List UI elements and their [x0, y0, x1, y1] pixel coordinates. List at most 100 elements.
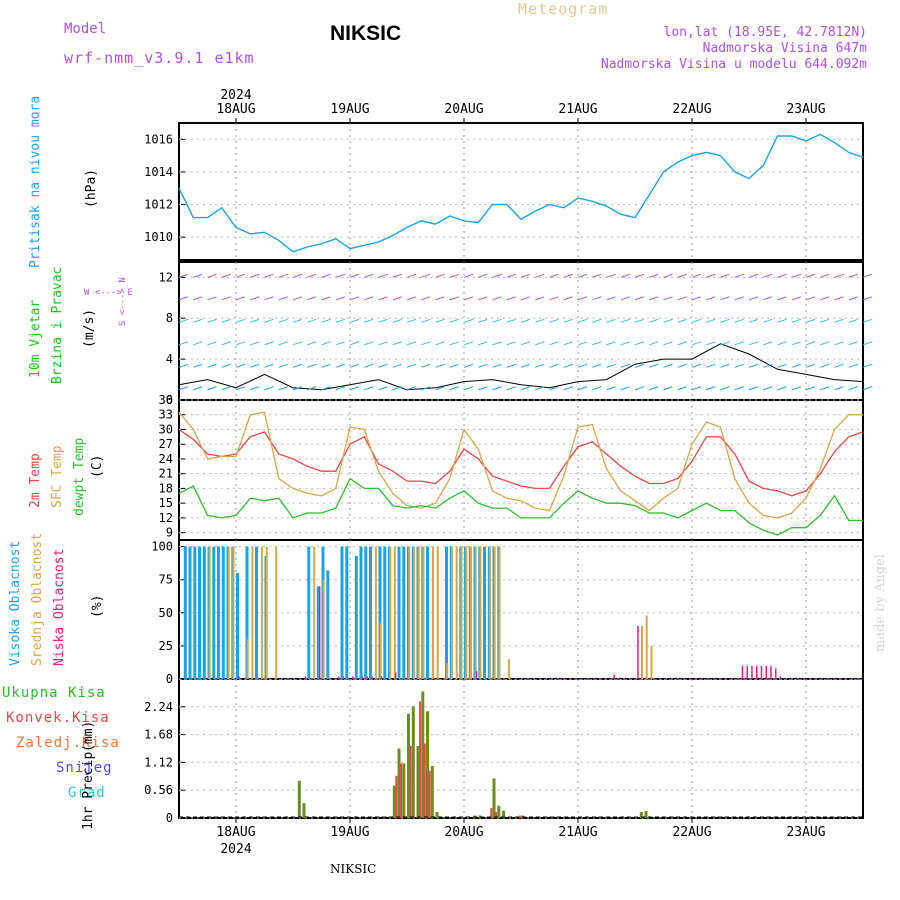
- wind-barb: [535, 386, 545, 391]
- wind-barb: [506, 386, 516, 391]
- wind-barb: [207, 318, 217, 323]
- wind-barb: [691, 341, 702, 346]
- high-cloud-bar: [193, 546, 197, 679]
- wind-barb: [620, 341, 630, 346]
- mid-cloud-bar: [507, 659, 510, 679]
- wind-barb: [378, 341, 388, 346]
- wind-barb: [520, 386, 531, 391]
- total-precip-bar: [497, 805, 501, 818]
- high-cloud-bar: [378, 546, 382, 679]
- mid-cloud-bar: [389, 546, 392, 679]
- high-cloud-bar: [316, 586, 320, 679]
- mid-cloud-bar: [422, 546, 425, 679]
- pressure-ytick-label: 1016: [144, 132, 173, 146]
- temperature-ytick-label: 15: [159, 496, 173, 510]
- conv-precip-bar: [495, 812, 498, 818]
- low-cloud-bar: [613, 675, 615, 679]
- wind-barb: [734, 341, 744, 346]
- high-cloud-bar: [426, 546, 429, 679]
- wind-barb: [321, 363, 331, 368]
- wind-barb: [805, 363, 816, 368]
- wind-barb: [748, 318, 759, 323]
- low-cloud-bar: [741, 665, 744, 679]
- high-cloud-bar: [359, 546, 363, 679]
- total-precip-bar: [639, 812, 643, 818]
- precipitation-ytick-label: 0.56: [144, 783, 173, 797]
- wind-barb: [634, 273, 645, 278]
- low-cloud-bar: [751, 665, 753, 679]
- mid-cloud-bar: [498, 546, 501, 679]
- high-cloud-bar: [307, 546, 311, 679]
- wind-barb: [406, 296, 417, 301]
- high-cloud-bar: [255, 546, 258, 679]
- wind-barb: [791, 296, 801, 301]
- conv-precip-bar: [428, 770, 431, 818]
- wind-barb: [364, 318, 374, 323]
- wind-barb: [307, 296, 317, 301]
- wind-barb: [620, 363, 630, 368]
- precipitation-ytick-label: 0: [166, 811, 173, 825]
- cloud-ytick-label: 0: [166, 672, 173, 686]
- total-precip-bar: [502, 810, 505, 818]
- wind-barb: [449, 363, 459, 368]
- wind-barb: [763, 318, 773, 323]
- wind-barb: [435, 318, 445, 323]
- temperature-ytick-label: 18: [159, 481, 173, 495]
- cloud-ytick-label: 50: [159, 606, 173, 620]
- wind-barb: [805, 296, 816, 301]
- wind-barb: [421, 296, 431, 301]
- wind-barb: [520, 318, 531, 323]
- wind-barb: [834, 341, 844, 346]
- wind-barb: [848, 296, 858, 301]
- wind-barb: [235, 386, 246, 391]
- wind-barb: [506, 273, 516, 278]
- wind-barb: [848, 318, 858, 323]
- wind-barb: [278, 341, 288, 346]
- wind-barb: [492, 341, 502, 346]
- conv-precip-bar: [400, 763, 403, 818]
- wind-barb: [321, 273, 331, 278]
- wind-barb: [720, 273, 730, 278]
- wind-barb: [848, 386, 858, 391]
- wind-barb: [449, 273, 459, 278]
- wind-barb: [663, 341, 673, 346]
- wind-barb: [634, 341, 645, 346]
- top-day-label: 21AUG: [558, 102, 597, 117]
- high-cloud-bar: [483, 546, 486, 679]
- mid-cloud-bar: [393, 546, 396, 679]
- total-precip-bar: [297, 780, 301, 818]
- high-cloud-bar: [402, 546, 406, 679]
- wind-barb: [649, 341, 659, 346]
- wind-barb: [848, 363, 858, 368]
- wind-barb: [592, 273, 602, 278]
- model-label: Model: [64, 21, 107, 37]
- temp2m-line: [178, 428, 864, 497]
- wind-barb: [492, 273, 502, 278]
- wind-barb: [592, 363, 602, 368]
- wind-barb: [378, 318, 388, 323]
- wind-barb: [378, 273, 388, 278]
- wind-barb: [720, 296, 730, 301]
- dewpt-line: [178, 477, 863, 536]
- wind-barb: [606, 341, 616, 346]
- wind-barb: [392, 341, 402, 346]
- high-cloud-bar: [221, 546, 225, 679]
- precip-legend-frozen: Zaledj.Kisa: [16, 735, 120, 751]
- pressure-ytick-label: 1010: [144, 230, 173, 244]
- wind-barb: [691, 363, 702, 368]
- wind-barb: [349, 273, 360, 278]
- low-cloud-bar: [394, 672, 397, 679]
- wind-barb: [720, 341, 730, 346]
- wind-ytick-label: 12: [159, 270, 173, 284]
- temperature-ytick-label: 27: [159, 437, 173, 451]
- wind-barb: [292, 296, 303, 301]
- wind-barb: [549, 318, 559, 323]
- wind-barb: [221, 341, 231, 346]
- mid-cloud-bar: [641, 626, 643, 679]
- total-precip-bar: [402, 763, 406, 818]
- low-cloud-bar: [304, 676, 307, 679]
- wind-barb: [264, 341, 274, 346]
- bottom-day-label: 20AUG: [444, 825, 483, 840]
- wind-barb: [777, 363, 787, 368]
- wind-barb: [463, 386, 474, 391]
